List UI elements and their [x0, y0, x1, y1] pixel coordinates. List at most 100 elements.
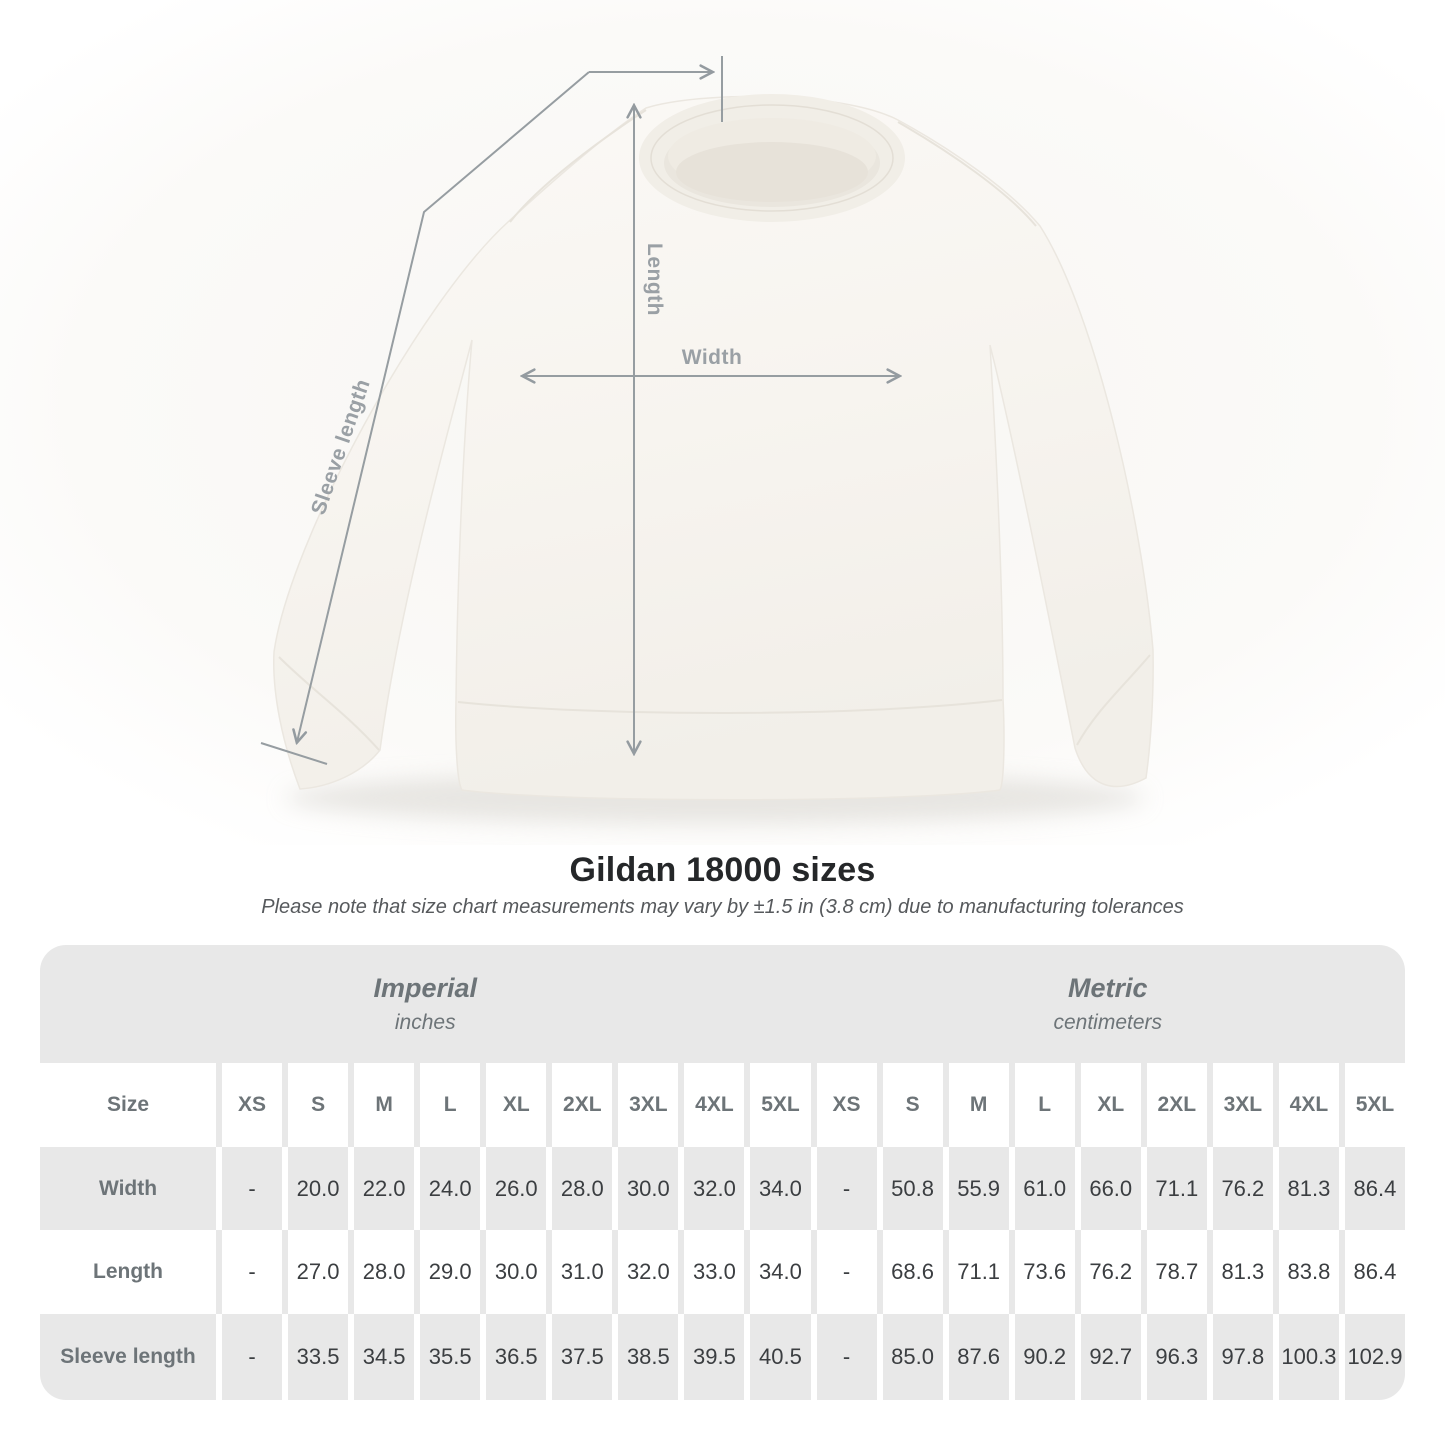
size-header-cell: XL: [486, 1063, 547, 1147]
length-value-cell: 83.8: [1278, 1230, 1339, 1314]
size-column-label: Size: [40, 1063, 216, 1147]
width-value-cell: 66.0: [1080, 1147, 1141, 1230]
metric-title: Metric: [1067, 973, 1148, 1003]
imperial-title: Imperial: [373, 973, 478, 1003]
length-value-cell: 34.0: [750, 1230, 811, 1314]
size-header-cell: XL: [1080, 1063, 1141, 1147]
page-title: Gildan 18000 sizes: [569, 851, 876, 889]
sleeve-value-cell: -: [816, 1314, 877, 1400]
length-value-cell: 32.0: [618, 1230, 679, 1314]
length-value-cell: -: [222, 1230, 283, 1314]
size-header-cell: S: [882, 1063, 943, 1147]
caption: Gildan 18000 sizes Please note that size…: [0, 843, 1445, 919]
metric-unit: centimeters: [1053, 1011, 1163, 1034]
length-value-cell: 29.0: [420, 1230, 481, 1314]
sweatshirt-figure-svg: Length Width Sleeve length: [0, 0, 1445, 845]
width-value-cell: 34.0: [750, 1147, 811, 1230]
sleeve-value-cell: 102.9: [1344, 1314, 1405, 1400]
length-value-cell: -: [816, 1230, 877, 1314]
size-header-cell: 3XL: [618, 1063, 679, 1147]
size-header-cell: 3XL: [1212, 1063, 1273, 1147]
sleeve-value-cell: 34.5: [354, 1314, 415, 1400]
width-value-cell: 30.0: [618, 1147, 679, 1230]
sleeve-value-cell: 96.3: [1146, 1314, 1207, 1400]
page-subtitle: Please note that size chart measurements…: [261, 896, 1184, 918]
size-header-cell: 5XL: [1344, 1063, 1405, 1147]
width-value-cell: 20.0: [288, 1147, 349, 1230]
width-value-cell: 81.3: [1278, 1147, 1339, 1230]
imperial-header: Imperial inches: [40, 945, 811, 1063]
unit-header-band: Imperial inches Metric centimeters: [40, 945, 1405, 1063]
sleeve-value-cell: 39.5: [684, 1314, 745, 1400]
width-label: Width: [682, 346, 743, 369]
size-header-cell: 4XL: [1278, 1063, 1339, 1147]
metric-header: Metric centimeters: [811, 945, 1406, 1063]
measurement-lines: [260, 56, 899, 765]
sleeve-value-cell: 100.3: [1278, 1314, 1339, 1400]
size-header-cell: L: [1014, 1063, 1075, 1147]
length-value-cell: 71.1: [948, 1230, 1009, 1314]
size-header-cell: L: [420, 1063, 481, 1147]
size-header-cell: 5XL: [750, 1063, 811, 1147]
length-value-cell: 86.4: [1344, 1230, 1405, 1314]
product-figure: Length Width Sleeve length: [0, 0, 1445, 845]
sleeve-value-cell: 38.5: [618, 1314, 679, 1400]
length-value-cell: 33.0: [684, 1230, 745, 1314]
length-value-cell: 68.6: [882, 1230, 943, 1314]
sleeve-length-line: [297, 71, 590, 742]
width-value-cell: -: [816, 1147, 877, 1230]
width-value-cell: 24.0: [420, 1147, 481, 1230]
sleeve-value-cell: 97.8: [1212, 1314, 1273, 1400]
width-value-cell: 22.0: [354, 1147, 415, 1230]
sleeve-length-row: Sleeve length -33.5 34.5 35.5 36.5 37.5 38.5 3…: [40, 1314, 1405, 1400]
width-value-cell: 55.9: [948, 1147, 1009, 1230]
length-value-cell: 73.6: [1014, 1230, 1075, 1314]
length-value-cell: 30.0: [486, 1230, 547, 1314]
size-header-cell: M: [948, 1063, 1009, 1147]
size-header-cell: XS: [816, 1063, 877, 1147]
garment-seams: [278, 109, 1151, 751]
length-label: Length: [643, 243, 666, 316]
width-value-cell: 28.0: [552, 1147, 613, 1230]
sleeve-value-cell: 85.0: [882, 1314, 943, 1400]
imperial-unit: inches: [394, 1011, 456, 1034]
size-table: Imperial inches Metric centimeters Size …: [40, 945, 1405, 1400]
size-header-cell: 2XL: [552, 1063, 613, 1147]
length-value-cell: 76.2: [1080, 1230, 1141, 1314]
size-header-row: Size XS S M L XL 2XL 3XL 4XL 5XL XS S M L XL 2XL 3XL 4XL…: [40, 1063, 1405, 1147]
sleeve-value-cell: 87.6: [948, 1314, 1009, 1400]
length-value-cell: 27.0: [288, 1230, 349, 1314]
sleeve-value-cell: 35.5: [420, 1314, 481, 1400]
width-value-cell: 61.0: [1014, 1147, 1075, 1230]
width-value-cell: -: [222, 1147, 283, 1230]
cuff-tick: [260, 742, 328, 765]
width-value-cell: 71.1: [1146, 1147, 1207, 1230]
size-header-cell: M: [354, 1063, 415, 1147]
sleeve-value-cell: 92.7: [1080, 1314, 1141, 1400]
sleeve-value-cell: 37.5: [552, 1314, 613, 1400]
sleeve-value-cell: -: [222, 1314, 283, 1400]
width-value-cell: 32.0: [684, 1147, 745, 1230]
width-row: Width -20.0 22.0 24.0 26.0 28.0 30.0 32.0 34.0-…: [40, 1147, 1405, 1230]
size-header-cell: 4XL: [684, 1063, 745, 1147]
size-header-cell: XS: [222, 1063, 283, 1147]
sweatshirt-body: [272, 95, 1154, 801]
length-value-cell: 31.0: [552, 1230, 613, 1314]
sleeve-value-cell: 40.5: [750, 1314, 811, 1400]
sleeve-row-label: Sleeve length: [40, 1314, 216, 1400]
length-row-label: Length: [40, 1230, 216, 1314]
size-header-cell: 2XL: [1146, 1063, 1207, 1147]
length-value-cell: 78.7: [1146, 1230, 1207, 1314]
length-value-cell: 28.0: [354, 1230, 415, 1314]
sleeve-value-cell: 90.2: [1014, 1314, 1075, 1400]
width-value-cell: 76.2: [1212, 1147, 1273, 1230]
sleeve-value-cell: 33.5: [288, 1314, 349, 1400]
length-row: Length -27.0 28.0 29.0 30.0 31.0 32.0 33.0 34.0…: [40, 1230, 1405, 1314]
width-row-label: Width: [40, 1147, 216, 1230]
width-value-cell: 50.8: [882, 1147, 943, 1230]
size-header-cell: S: [288, 1063, 349, 1147]
length-value-cell: 81.3: [1212, 1230, 1273, 1314]
collar: [639, 94, 905, 222]
width-value-cell: 86.4: [1344, 1147, 1405, 1230]
